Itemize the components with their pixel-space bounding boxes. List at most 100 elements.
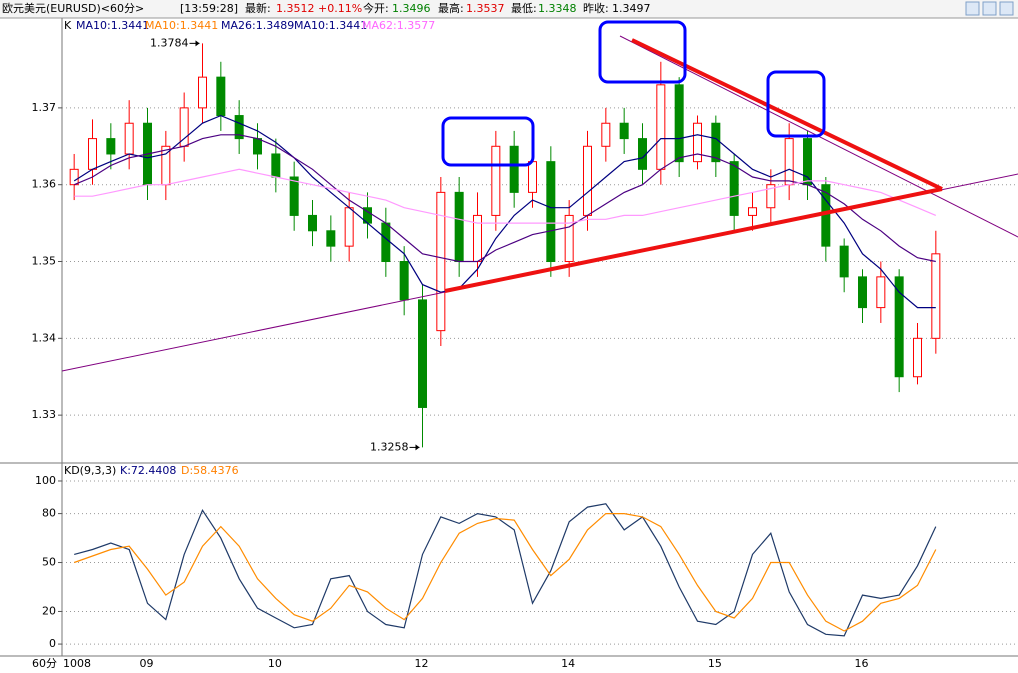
candle-body xyxy=(308,214,317,232)
candle-body xyxy=(619,122,629,140)
x-tick-label: 10 xyxy=(268,657,282,670)
nav-button[interactable] xyxy=(999,1,1014,16)
legend-entry: MA10:1.3441 xyxy=(76,19,149,32)
y-tick-label: 1.34 xyxy=(32,331,57,344)
candle-body xyxy=(583,145,592,216)
candle-body xyxy=(253,138,262,155)
x-tick-label: 12 xyxy=(415,657,429,670)
x-tick-label: 1008 xyxy=(63,657,91,670)
candle-body xyxy=(931,253,941,339)
legend-entry: D:58.4376 xyxy=(181,464,239,477)
x-tick-label: 15 xyxy=(708,657,722,670)
candle-body xyxy=(509,145,519,193)
candle-body xyxy=(234,115,244,140)
x-axis-title: 60分 xyxy=(32,657,57,670)
ma-line xyxy=(74,168,937,224)
y-tick-label: 50 xyxy=(42,556,56,569)
candle-body xyxy=(711,122,721,163)
candle-body xyxy=(564,214,574,263)
candle-body xyxy=(528,161,537,193)
legend-entry: MA10:1.3441 xyxy=(294,19,367,32)
candle-body xyxy=(289,176,299,216)
header-text: 今开: xyxy=(363,1,389,15)
candle-body xyxy=(913,337,922,378)
ma-line xyxy=(73,114,936,309)
candle-body xyxy=(839,245,849,278)
header-text: 最新: xyxy=(245,1,271,15)
candle-body xyxy=(674,84,684,163)
candle-body xyxy=(729,161,739,216)
header-text: 1.3537 xyxy=(466,2,505,15)
candle-body xyxy=(399,261,409,301)
candle-body xyxy=(271,153,281,178)
header-text: 1.3348 xyxy=(538,2,577,15)
support-line xyxy=(444,187,943,293)
legend-entry: K:72.4408 xyxy=(120,464,176,477)
header-text: 昨收: xyxy=(583,1,609,15)
y-tick-label: 0 xyxy=(49,637,56,650)
candle-body xyxy=(491,145,501,216)
header-text: 最高: xyxy=(438,1,464,15)
y-tick-label: 1.35 xyxy=(32,255,57,268)
y-tick-label: 1.37 xyxy=(32,101,57,114)
header-text: [13:59:28] xyxy=(180,2,238,15)
price-label: 1.3784 xyxy=(150,36,189,49)
candle-body xyxy=(876,276,886,309)
y-tick-label: 20 xyxy=(42,604,56,617)
x-tick-label: 14 xyxy=(561,657,575,670)
header-text: 1.3496 xyxy=(392,2,431,15)
candle-body xyxy=(601,122,611,147)
candle-body xyxy=(216,76,226,117)
y-tick-label: 1.36 xyxy=(32,178,57,191)
highlight-box xyxy=(766,70,826,138)
highlight-box xyxy=(441,116,535,167)
candle-body xyxy=(418,299,427,408)
candle-body xyxy=(124,122,134,155)
legend-entry: MA62:1.3577 xyxy=(362,19,435,32)
nav-button[interactable] xyxy=(982,1,997,16)
candle-body xyxy=(656,84,666,170)
candle-body xyxy=(858,276,867,309)
legend-entry: K xyxy=(64,19,72,32)
kd-line xyxy=(73,513,937,632)
candle-body xyxy=(198,76,207,109)
header-text: 最低: xyxy=(511,2,537,15)
header-text: 1.3512 xyxy=(276,2,315,15)
candle-body xyxy=(344,207,354,247)
header-text: 欧元美元(EURUSD)<60分> xyxy=(2,2,144,15)
candle-body xyxy=(784,138,794,186)
candle-body xyxy=(326,230,336,247)
candle-body xyxy=(106,138,116,155)
candle-body xyxy=(693,122,702,163)
x-tick-label: 09 xyxy=(140,657,154,670)
candle-body xyxy=(638,138,647,170)
y-tick-label: 100 xyxy=(35,474,56,487)
candle-body xyxy=(69,168,79,186)
kd-line xyxy=(74,503,937,637)
candle-body xyxy=(454,191,464,263)
legend-entry: MA26:1.3489 xyxy=(221,19,294,32)
label-arrow-head xyxy=(195,40,200,47)
candle-body xyxy=(894,276,904,378)
candle-body xyxy=(546,161,556,263)
candle-body xyxy=(381,222,391,263)
nav-button[interactable] xyxy=(965,1,980,16)
candle-body xyxy=(748,207,757,216)
price-label: 1.3258 xyxy=(370,440,409,453)
legend-entry: MA10:1.3441 xyxy=(145,19,218,32)
candle-body xyxy=(436,191,446,332)
header-text: 1.3497 xyxy=(612,2,651,15)
candle-body xyxy=(766,184,776,209)
y-tick-label: 1.33 xyxy=(32,408,57,421)
ma-line xyxy=(73,134,936,263)
legend-entry: KD(9,3,3) xyxy=(64,464,116,477)
header-text: +0.11% xyxy=(318,2,362,15)
highlight-box xyxy=(598,20,687,84)
label-arrow-head xyxy=(415,444,420,451)
header-bar xyxy=(0,0,1018,18)
candle-body xyxy=(88,138,97,170)
x-tick-label: 16 xyxy=(855,657,869,670)
